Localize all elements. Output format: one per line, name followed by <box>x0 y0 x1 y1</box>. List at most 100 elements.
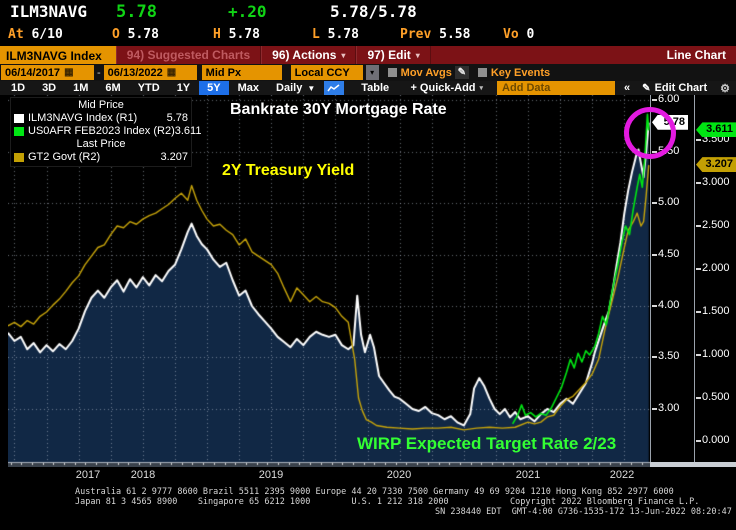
quick-add-button[interactable]: + Quick-Add ▾ <box>410 82 484 94</box>
line-chart-icon <box>327 83 340 91</box>
collapse-panel-button[interactable]: « <box>624 82 631 94</box>
period-button-ytd[interactable]: YTD <box>137 82 160 94</box>
x-axis-year-label: 2017 <box>75 469 101 481</box>
r2-axis-line <box>694 95 695 462</box>
series-name: GT2 Govt (R2) <box>28 151 101 163</box>
series-value: 3.611 <box>174 125 202 137</box>
axis-tick-label: 3.00 <box>651 401 680 414</box>
currency-select[interactable]: Local CCY <box>290 65 363 80</box>
chart-toolbar: 06/14/2017 ▦ - 06/13/2022 ▦ Mid Px Local C… <box>0 64 736 81</box>
chevron-down-icon: ▾ <box>479 85 484 92</box>
axis-tick-label: 3.000 <box>696 175 730 188</box>
line-chart-icon-button[interactable] <box>324 81 345 95</box>
quote-field-h: H 5.78 <box>213 27 260 42</box>
series-name: US0AFR FEB2023 Index (R2) <box>28 125 175 137</box>
menu-bar: ILM3NAVG Index 94) Suggested Charts 96) … <box>0 46 736 64</box>
axis-tick-label: 0.000 <box>696 434 730 446</box>
x-axis-year-label: 2019 <box>258 469 284 481</box>
bid-ask: 5.78/5.78 <box>330 2 417 21</box>
menu-actions[interactable]: 96) Actions ▾ <box>261 46 357 64</box>
current-value-tag: 3.611 <box>696 122 736 138</box>
axis-tick-label: 0.500 <box>696 391 730 403</box>
quote-field-vo: Vo 0 <box>503 27 535 42</box>
annotation-wirp: WIRP Expected Target Rate 2/23 <box>357 434 617 453</box>
quote-field-prev: Prev 5.58 <box>400 27 471 42</box>
period-button-5y[interactable]: 5Y <box>199 81 229 95</box>
chevron-down-icon: ▾ <box>415 50 420 60</box>
legend-item[interactable]: US0AFR FEB2023 Index (R2) 3.611 <box>14 125 201 138</box>
axis-tick-label: 4.00 <box>651 298 680 311</box>
footer-line: Australia 61 2 9777 8600 Brazil 5511 239… <box>75 487 674 497</box>
annotation-2y-treasury: 2Y Treasury Yield <box>222 162 355 179</box>
legend-item[interactable]: GT2 Govt (R2) 3.207 <box>14 151 188 164</box>
axis-tick-label: 3.50 <box>651 350 680 363</box>
x-axis-year-label: 2021 <box>515 469 541 481</box>
currency-dropdown-button[interactable]: ▾ <box>365 65 379 80</box>
quote-row-2: At 6/10 O 5.78 H 5.78 L 5.78 Prev 5.58 Vo 0 <box>0 27 736 46</box>
axis-tick-label: 2.000 <box>696 261 730 274</box>
mov-avgs-toggle[interactable]: Mov Avgs ✎ <box>387 66 469 79</box>
axis-tick-label: 6.00 <box>651 93 680 106</box>
quote-field-at: At 6/10 <box>8 27 63 42</box>
settings-button[interactable]: ⚙ <box>716 81 734 95</box>
series-color-swatch <box>14 127 24 136</box>
legend-group-header: Mid Price <box>78 99 124 111</box>
chart-legend: Mid Price ILM3NAVG Index (R1) 5.78 US0AFR … <box>10 97 201 167</box>
series-value: 3.207 <box>160 151 188 163</box>
period-button-1d[interactable]: 1D <box>11 82 26 94</box>
highlight-circle-annotation <box>624 107 676 159</box>
series-color-swatch <box>14 114 24 123</box>
r1-axis-line <box>650 95 651 462</box>
axis-scrollbar-segment[interactable] <box>650 462 736 467</box>
key-events-toggle[interactable]: Key Events <box>477 67 550 79</box>
chevron-down-icon: ▼ <box>307 83 316 93</box>
x-axis-year-label: 2020 <box>386 469 412 481</box>
footer-line: SN 238440 EDT GMT-4:00 G736-1535-172 13-… <box>435 507 732 517</box>
series-color-swatch <box>14 153 24 162</box>
period-button-1m[interactable]: 1M <box>73 82 89 94</box>
chevron-down-icon: ▾ <box>341 50 346 60</box>
period-button-max[interactable]: Max <box>237 82 260 94</box>
period-button-6m[interactable]: 6M <box>105 82 121 94</box>
legend-group-2: GT2 Govt (R2) 3.207 <box>14 151 188 164</box>
add-data-input[interactable]: Add Data <box>497 81 616 95</box>
calendar-icon: ▦ <box>166 67 177 78</box>
axis-tick-label: 4.50 <box>651 247 680 260</box>
axis-tick-label: 1.500 <box>696 305 730 317</box>
gear-icon: ⚙ <box>720 82 730 95</box>
date-range-dash: - <box>97 66 101 79</box>
annotation-mortgage-rate: Bankrate 30Y Mortgage Rate <box>230 101 447 118</box>
ticker-symbol: ILM3NAVG <box>10 2 88 21</box>
menu-edit[interactable]: 97) Edit ▾ <box>356 46 431 64</box>
series-name: ILM3NAVG Index (R1) <box>28 112 138 124</box>
price-field-select[interactable]: Mid Px <box>201 65 282 80</box>
price-change: +.20 <box>228 2 267 21</box>
period-bar: 1D 3D 1M 6M YTD 1Y 5Y Max Daily ▼ Table + Quick-… <box>0 81 736 95</box>
legend-item[interactable]: ILM3NAVG Index (R1) 5.78 <box>14 112 188 125</box>
chevron-down-icon: ▾ <box>370 68 375 77</box>
checkbox-icon[interactable] <box>387 68 397 77</box>
calendar-icon: ▦ <box>64 67 74 78</box>
period-button-1y[interactable]: 1Y <box>176 82 191 94</box>
toolbar-right-cluster: + Quick-Add ▾ Add Data « ✎ Edit Chart ⚙ <box>402 81 736 95</box>
security-tab[interactable]: ILM3NAVG Index <box>0 46 116 64</box>
table-button[interactable]: Table <box>361 82 390 94</box>
checkbox-icon[interactable] <box>477 68 487 77</box>
frequency-select[interactable]: Daily ▼ <box>276 82 316 94</box>
quote-row-1: ILM3NAVG 5.78 +.20 5.78/5.78 <box>0 2 736 27</box>
pencil-icon[interactable]: ✎ <box>454 66 469 79</box>
legend-group-header: Last Price <box>76 138 126 150</box>
footer-line: Japan 81 3 4565 8900 Singapore 65 6212 1… <box>75 497 700 507</box>
axis-tick-label: 2.500 <box>696 218 730 231</box>
current-value-tag: 3.207 <box>696 157 736 173</box>
x-axis-year-label: 2018 <box>130 469 156 481</box>
last-price: 5.78 <box>116 2 157 22</box>
period-button-3d[interactable]: 3D <box>42 82 57 94</box>
quote-field-o: O 5.78 <box>112 27 159 42</box>
menu-suggested-charts[interactable]: 94) Suggested Charts <box>115 46 262 64</box>
date-to-input[interactable]: 06/13/2022 ▦ <box>103 65 197 80</box>
edit-chart-button[interactable]: ✎ Edit Chart <box>642 82 708 94</box>
series-value: 5.78 <box>166 112 188 124</box>
date-from-input[interactable]: 06/14/2017 ▦ <box>1 65 94 80</box>
